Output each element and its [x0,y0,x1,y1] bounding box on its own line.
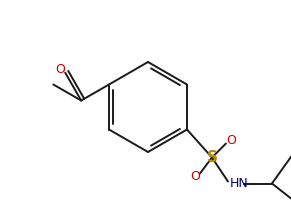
Text: O: O [226,134,236,147]
Text: S: S [207,150,217,165]
Text: HN: HN [230,177,249,190]
Text: O: O [55,63,65,76]
Text: O: O [190,170,200,183]
